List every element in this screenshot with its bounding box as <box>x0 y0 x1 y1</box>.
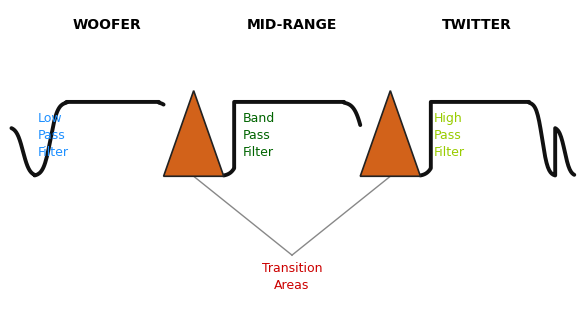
Text: WOOFER: WOOFER <box>72 18 141 32</box>
Text: Band
Pass
Filter: Band Pass Filter <box>243 112 275 159</box>
Text: High
Pass
Filter: High Pass Filter <box>434 112 465 159</box>
Polygon shape <box>164 91 224 176</box>
Text: Transition
Areas: Transition Areas <box>262 262 322 292</box>
Text: TWITTER: TWITTER <box>442 18 512 32</box>
Text: MID-RANGE: MID-RANGE <box>247 18 337 32</box>
Polygon shape <box>360 91 420 176</box>
Text: Low
Pass
Filter: Low Pass Filter <box>37 112 68 159</box>
